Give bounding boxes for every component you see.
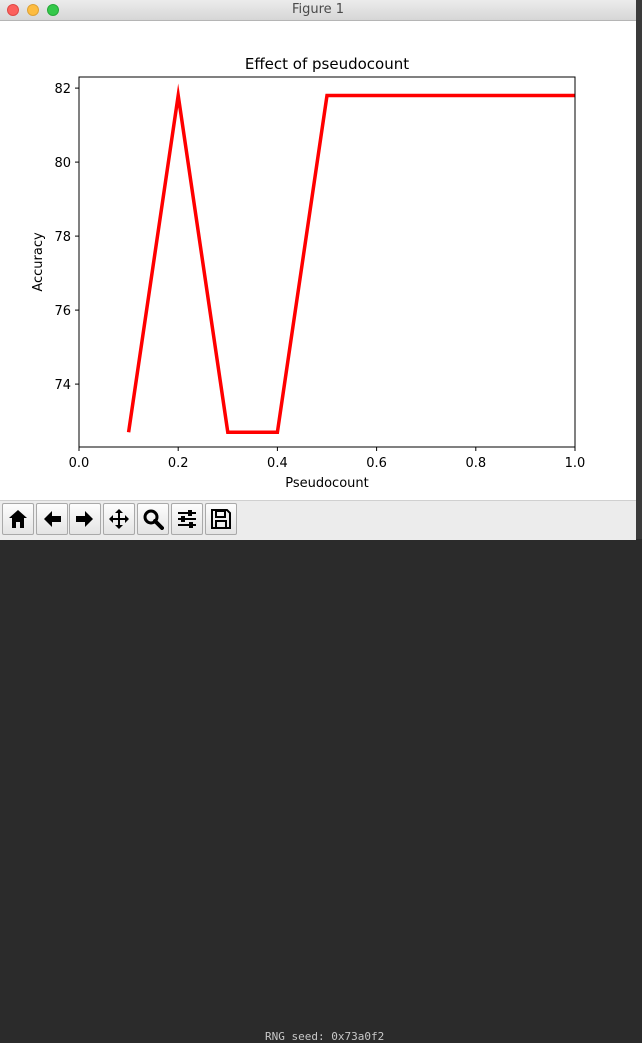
home-button[interactable] [2,503,34,535]
y-tick-label: 82 [54,82,71,97]
arrow-left-icon [44,511,61,527]
floppy-icon [211,509,231,529]
navigation-toolbar: RNG seed: 0x73a0f2 [0,500,636,1043]
x-tick-label: 0.6 [366,456,387,471]
close-window-button[interactable] [7,4,19,16]
move-icon [109,509,129,529]
background-terminal-text: RNG seed: 0x73a0f2 [265,1030,385,1043]
y-axis-label: Accuracy [31,232,46,292]
back-button[interactable] [36,503,68,535]
x-tick-label: 0.8 [465,456,486,471]
x-tick-label: 0.4 [267,456,288,471]
y-tick-label: 76 [54,304,71,319]
zoom-button[interactable] [137,503,169,535]
chart-title: Effect of pseudocount [245,55,409,73]
y-tick-label: 80 [54,156,71,171]
title-bar[interactable]: Figure 1 [0,0,636,21]
arrow-right-icon [76,511,93,527]
sliders-icon [178,510,196,528]
maximize-window-button[interactable] [47,4,59,16]
x-tick-label: 0.0 [69,456,90,471]
save-button[interactable] [205,503,237,535]
y-tick-label: 78 [54,230,71,245]
plot-frame [78,76,576,448]
series-line-0 [126,83,575,434]
minimize-window-button[interactable] [27,4,39,16]
window-title: Figure 1 [291,2,345,17]
y-tick-label: 74 [54,378,71,393]
background-window-edge [636,0,642,539]
chart-canvas[interactable]: Effect of pseudocount 0.0 0.2 0.4 0.6 0.8 1.0 7… [0,21,636,500]
home-icon [9,510,27,528]
configure-subplots-button[interactable] [171,503,203,535]
pan-button[interactable] [103,503,135,535]
x-axis-label: Pseudocount [285,476,369,491]
x-tick-label: 1.0 [565,456,586,471]
forward-button[interactable] [69,503,101,535]
x-tick-label: 0.2 [168,456,189,471]
magnifier-icon [143,509,164,530]
